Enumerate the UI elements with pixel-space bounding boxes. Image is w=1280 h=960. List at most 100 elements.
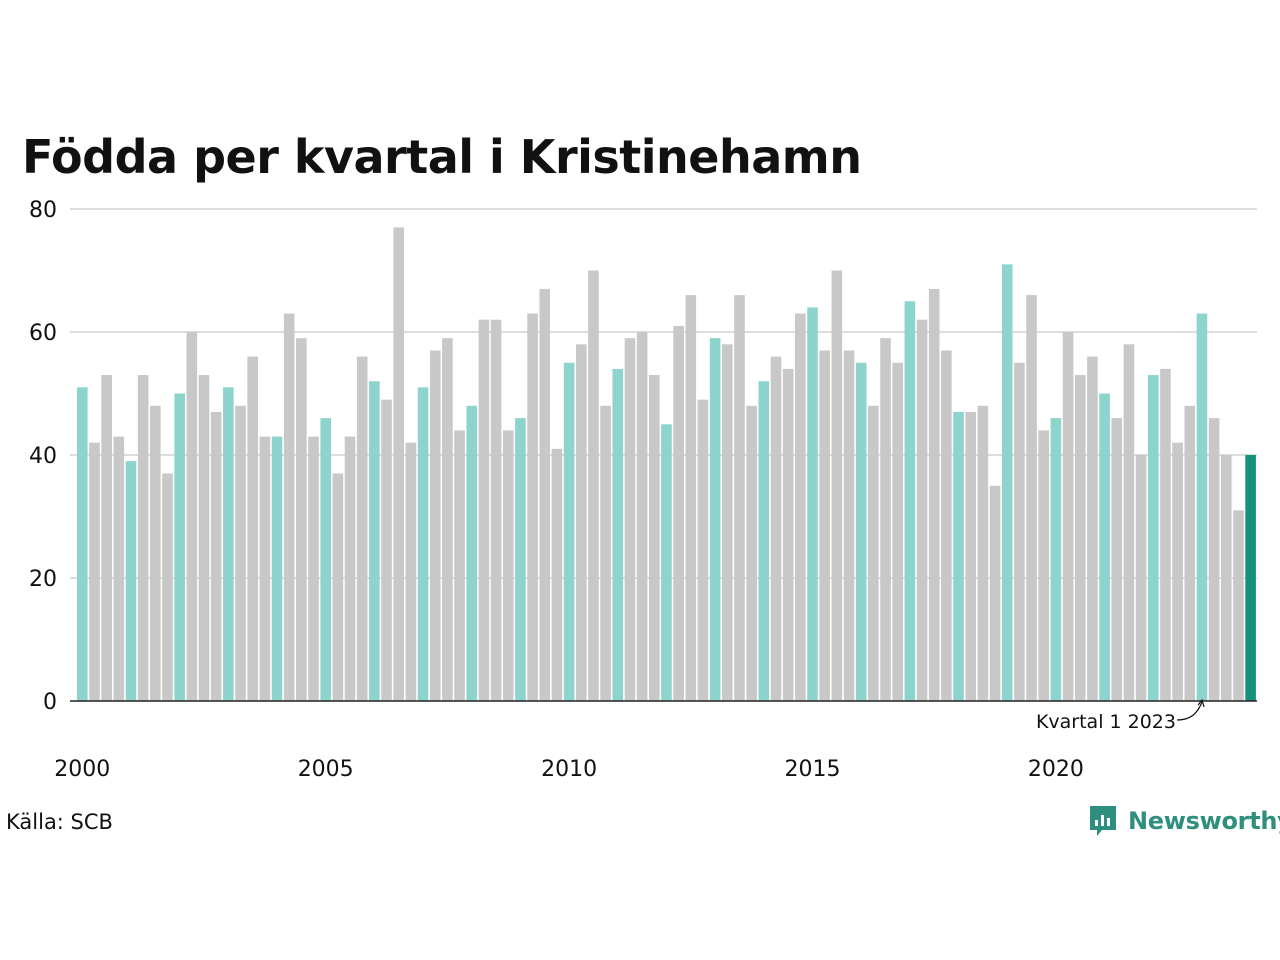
brand-logo[interactable]: Newsworthy <box>1088 804 1280 838</box>
bar <box>673 325 684 701</box>
bar <box>916 319 928 701</box>
bar <box>271 436 283 701</box>
bar <box>661 424 672 701</box>
bar <box>1050 418 1062 701</box>
bar <box>210 411 222 701</box>
bar <box>1014 362 1025 701</box>
bar <box>344 436 356 701</box>
bar <box>1099 393 1110 701</box>
bar <box>563 362 575 701</box>
y-tick-label: 0 <box>43 690 57 715</box>
bar <box>819 350 830 701</box>
bar <box>697 399 709 701</box>
bar <box>137 375 149 701</box>
bar <box>77 387 88 701</box>
bar <box>953 411 964 701</box>
bar <box>551 448 563 701</box>
annotation-label: Kvartal 1 2023 <box>1036 711 1176 733</box>
bar <box>320 418 331 701</box>
bar <box>1001 264 1013 701</box>
bar <box>247 356 258 701</box>
bar <box>223 387 234 701</box>
bar <box>332 473 344 701</box>
bar <box>186 332 198 701</box>
bar <box>442 338 453 701</box>
bar <box>770 356 782 701</box>
bar <box>1026 295 1037 701</box>
bar <box>417 387 429 701</box>
bar <box>868 405 879 701</box>
y-tick-label: 40 <box>29 444 57 469</box>
bar <box>843 350 855 701</box>
bar <box>356 356 368 701</box>
y-tick-label: 20 <box>29 567 57 592</box>
bars <box>77 227 1256 701</box>
bar-chart: 0 20 40 60 80 2000 2005 2010 2015 2020 Kvartal 1… <box>29 198 1257 782</box>
x-tick-label: 2005 <box>298 757 354 782</box>
y-tick-label: 60 <box>29 321 57 346</box>
bar <box>1123 344 1135 701</box>
bar <box>539 288 551 701</box>
bar <box>648 375 660 701</box>
brand-name: Newsworthy <box>1128 807 1280 835</box>
y-axis-labels: 0 20 40 60 80 <box>29 198 57 715</box>
bar <box>807 307 818 701</box>
x-tick-label: 2000 <box>54 757 110 782</box>
bar <box>369 381 380 701</box>
bar <box>1160 368 1171 701</box>
annotation-arrowhead <box>1197 698 1205 708</box>
bar <box>928 288 940 701</box>
annotation: Kvartal 1 2023 <box>1036 698 1205 733</box>
bar <box>989 485 1001 701</box>
bar <box>296 338 307 701</box>
chart-title: Födda per kvartal i Kristinehamn <box>22 130 862 184</box>
bar <box>1245 455 1256 701</box>
bar <box>259 436 271 701</box>
bar <box>490 319 502 701</box>
bar <box>1074 375 1086 701</box>
bar <box>624 338 636 701</box>
x-tick-label: 2015 <box>785 757 841 782</box>
bar <box>795 313 806 701</box>
bar <box>308 436 319 701</box>
x-axis-labels: 2000 2005 2010 2015 2020 <box>54 757 1084 782</box>
bar <box>466 405 478 701</box>
bar <box>405 442 417 701</box>
bar <box>1172 442 1183 701</box>
bar <box>283 313 295 701</box>
bar <box>1038 430 1050 701</box>
bar <box>381 399 392 701</box>
bar <box>685 295 697 701</box>
bar <box>393 227 405 701</box>
bar <box>734 295 745 701</box>
bar <box>478 319 490 701</box>
bar <box>965 411 977 701</box>
bar <box>150 405 161 701</box>
bar <box>502 430 514 701</box>
bar <box>977 405 989 701</box>
bar <box>101 375 112 701</box>
bar <box>904 301 916 701</box>
bar <box>125 461 137 701</box>
bar <box>113 436 125 701</box>
x-tick-label: 2010 <box>541 757 597 782</box>
bar <box>1196 313 1208 701</box>
bar <box>1087 356 1098 701</box>
bar <box>515 418 526 701</box>
bar <box>709 338 721 701</box>
bar <box>1233 510 1244 701</box>
bar <box>1135 455 1147 701</box>
bar <box>162 473 173 701</box>
bar <box>575 344 587 701</box>
bar <box>235 405 246 701</box>
bar <box>1147 375 1159 701</box>
y-tick-label: 80 <box>29 198 57 223</box>
bar <box>941 350 952 701</box>
bar <box>855 362 867 701</box>
bar <box>831 270 843 701</box>
bar <box>880 338 891 701</box>
bar <box>588 270 599 701</box>
bar <box>636 332 648 701</box>
bar <box>1184 405 1196 701</box>
bar <box>892 362 903 701</box>
